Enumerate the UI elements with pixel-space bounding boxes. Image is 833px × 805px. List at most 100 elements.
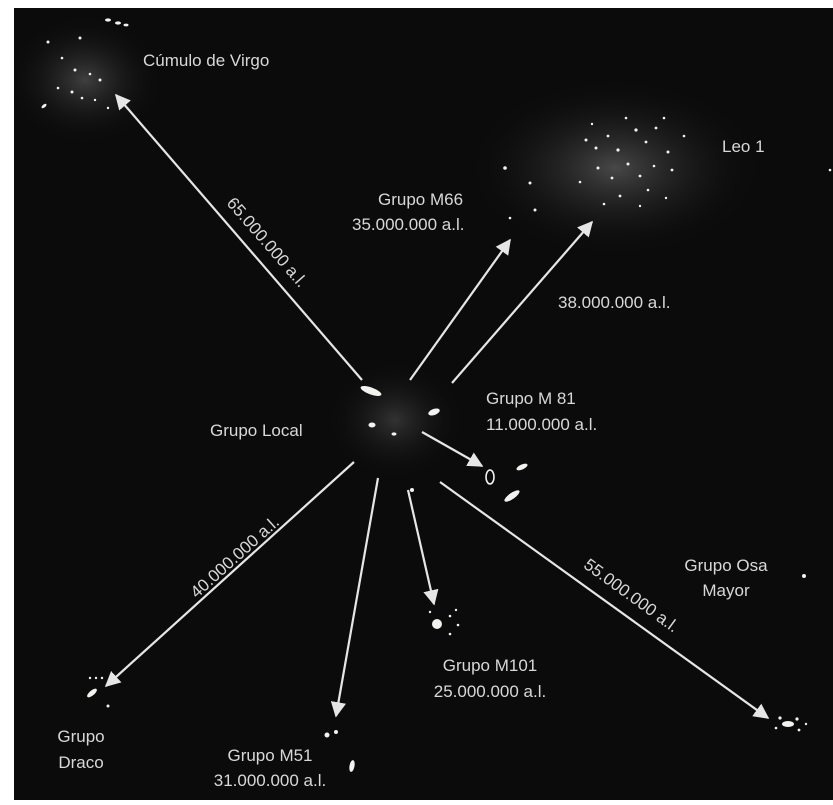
galaxy-dot	[634, 128, 638, 132]
m101-distance: 25.000.000 a.l.	[433, 682, 547, 701]
galaxy-dot	[666, 150, 670, 154]
galaxy-dot	[70, 90, 74, 94]
galaxy-dot	[682, 134, 686, 138]
galaxy-dot	[87, 688, 97, 698]
galaxy-dot	[60, 56, 64, 60]
galaxy-dot	[606, 134, 610, 138]
galaxy-dot	[56, 86, 60, 90]
galaxy-dot	[828, 168, 832, 172]
galaxy-dot	[624, 116, 628, 120]
leo-distance: 38.000.000 a.l.	[558, 293, 671, 312]
galaxy-dot	[115, 21, 121, 25]
m51-distance: 31.000.000 a.l.	[213, 771, 327, 790]
galaxy-dot	[123, 23, 129, 27]
leo-cluster-glow	[465, 78, 765, 258]
galaxy-dot	[504, 490, 520, 502]
galaxy-dot	[508, 216, 512, 220]
galaxy-dot	[428, 610, 432, 614]
leo-name: Leo 1	[722, 137, 765, 156]
osa-mayor-name-line1: Grupo Osa	[684, 556, 768, 575]
draco-name: Grupo Draco	[44, 726, 118, 774]
galaxy-dot	[454, 608, 458, 612]
arrow-to-leo	[451, 220, 594, 384]
galaxy-dot	[105, 18, 111, 22]
galaxy-dots	[41, 18, 832, 772]
galaxy-dot	[428, 408, 440, 416]
left-edge	[0, 0, 14, 800]
galaxy-dot	[802, 574, 806, 578]
galaxy-dot	[626, 162, 630, 166]
local-group-glow	[325, 360, 465, 480]
galaxy-dot	[804, 722, 808, 726]
m101-label: Grupo M101 25.000.000 a.l.	[410, 655, 570, 703]
galaxy-dot	[78, 36, 82, 40]
draco-name-line2: Draco	[58, 753, 104, 772]
m81-name: Grupo M 81	[486, 389, 576, 408]
m81-distance: 11.000.000 a.l.	[486, 415, 598, 434]
galaxy-dot	[610, 176, 614, 180]
arrow-to-virgo	[114, 93, 363, 381]
galaxy-dot	[516, 463, 528, 471]
galaxy-dot	[432, 619, 442, 629]
galaxy-dot	[88, 676, 92, 680]
m66-distance: 35.000.000 a.l.	[352, 215, 465, 234]
galaxy-dot	[93, 98, 97, 102]
galaxy-dot	[503, 166, 507, 170]
galaxy-dot	[594, 146, 598, 150]
arrow-to-m66	[409, 238, 511, 381]
galaxy-dot	[533, 208, 537, 212]
galaxy-dot	[456, 623, 460, 627]
galaxy-dot	[448, 632, 452, 636]
galaxy-dot	[410, 488, 414, 492]
galaxy-dot	[596, 166, 600, 170]
galaxy-dot	[100, 676, 104, 680]
galaxy-dot	[46, 40, 50, 44]
arrow-to-m81	[421, 431, 484, 467]
galaxy-dot	[662, 116, 666, 120]
galaxy-dot	[391, 432, 397, 436]
galaxy-dot	[618, 194, 622, 198]
m51-name: Grupo M51	[227, 746, 313, 765]
local-group-name: Grupo Local	[210, 421, 303, 440]
m66-name: Grupo M66	[378, 190, 464, 209]
galaxy-dot	[616, 148, 620, 152]
galaxy-dot	[324, 732, 330, 738]
m51-label: Grupo M51 31.000.000 a.l.	[200, 745, 340, 792]
draco-name-line1: Grupo	[57, 727, 105, 746]
galaxy-dot	[485, 469, 495, 485]
arrow-to-m101	[406, 489, 439, 606]
galaxy-dot	[638, 174, 642, 178]
galaxy-dot	[644, 140, 648, 144]
galaxy-dot	[41, 103, 47, 109]
galaxy-dot	[360, 386, 382, 396]
m101-name: Grupo M101	[442, 656, 538, 675]
top-edge	[0, 0, 833, 8]
osa-mayor-name: Grupo Osa Mayor	[676, 555, 776, 602]
galaxy-dot	[106, 106, 110, 110]
galaxy-dot	[795, 717, 799, 721]
galaxy-dot	[590, 122, 594, 126]
galaxy-dot	[528, 181, 532, 185]
galaxy-dot	[646, 188, 650, 192]
arrow-to-m51	[330, 477, 380, 718]
galaxy-dot	[448, 614, 452, 618]
galaxy-dot	[106, 704, 110, 708]
galaxy-dot	[638, 204, 642, 208]
galaxy-dot	[774, 726, 778, 730]
galaxy-dot	[98, 78, 102, 82]
arrow-to-osa-mayor	[439, 481, 770, 719]
distance-arrows	[104, 93, 770, 719]
galaxy-dot	[94, 676, 98, 680]
galaxy-dot	[797, 728, 801, 732]
galaxy-dot	[584, 138, 588, 142]
galaxy-dot	[578, 180, 582, 184]
galaxy-dot	[334, 730, 338, 734]
galaxy-dot	[80, 96, 84, 100]
galaxy-dot	[778, 716, 782, 720]
galaxy-dot	[602, 202, 606, 206]
galaxy-dot	[782, 721, 794, 727]
galaxy-dot	[654, 126, 658, 130]
arrow-to-draco	[104, 461, 355, 688]
